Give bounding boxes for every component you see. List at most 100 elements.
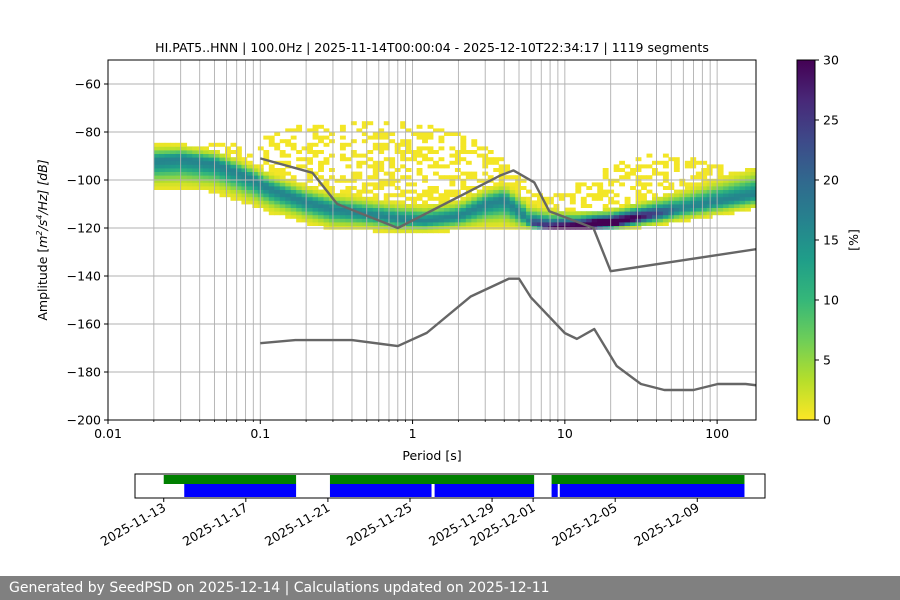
heatmap-cell [411, 200, 417, 205]
heatmap-cell [728, 178, 735, 183]
heatmap-cell [679, 189, 686, 194]
heatmap-cell [405, 211, 412, 216]
heatmap-cell [257, 175, 264, 180]
heatmap-cell [345, 222, 352, 226]
colorbar-tick-label: 20 [823, 173, 839, 188]
heatmap-cell [509, 222, 516, 226]
heatmap-cell [515, 196, 522, 201]
heatmap-cell [383, 218, 390, 223]
heatmap-cell [641, 175, 647, 180]
heatmap-cell [274, 132, 281, 136]
heatmap-cell [372, 186, 379, 190]
heatmap-cell [635, 193, 642, 198]
heatmap-cell [553, 218, 560, 223]
heatmap-cell [279, 193, 286, 198]
heatmap-cell [219, 178, 226, 183]
heatmap-cell [159, 146, 166, 151]
heatmap-cell [389, 218, 396, 223]
heatmap-cell [504, 186, 511, 190]
heatmap-cell [307, 214, 313, 219]
heatmap-cell [460, 204, 467, 208]
heatmap-cell [701, 160, 708, 165]
heatmap-cell [531, 214, 538, 219]
heatmap-cell [246, 196, 253, 201]
heatmap-cell [646, 164, 653, 169]
heatmap-cell [329, 132, 335, 136]
heatmap-cell [208, 189, 215, 194]
heatmap-cell [662, 207, 669, 212]
heatmap-cell [372, 146, 379, 151]
heatmap-cell [203, 175, 209, 180]
heatmap-cell [493, 214, 500, 219]
heatmap-cell [263, 200, 270, 205]
heatmap-cell [558, 193, 565, 198]
heatmap-cell [717, 175, 724, 180]
heatmap-cell [695, 193, 702, 198]
heatmap-cell [531, 218, 538, 223]
heatmap-cell [443, 222, 450, 226]
heatmap-cell [564, 211, 571, 216]
heatmap-cell [613, 178, 620, 183]
heatmap-cell [411, 189, 417, 194]
heatmap-cell [372, 214, 379, 219]
heatmap-cell [750, 204, 756, 208]
heatmap-cell [460, 135, 467, 140]
heatmap-cell [701, 178, 708, 183]
heatmap-cell [214, 164, 220, 169]
heatmap-cell [706, 178, 713, 183]
heatmap-cell [739, 175, 746, 180]
heatmap-cell [504, 182, 511, 187]
heatmap-cell [339, 196, 346, 201]
heatmap-cell [433, 204, 439, 208]
heatmap-cell [268, 196, 275, 201]
heatmap-cell [175, 164, 182, 169]
heatmap-cell [449, 153, 456, 158]
heatmap-cell [378, 200, 385, 205]
footer-banner: Generated by SeedPSD on 2025-12-14 | Cal… [0, 576, 900, 600]
heatmap-cell [646, 211, 653, 216]
heatmap-cell [509, 200, 516, 205]
heatmap-cell [312, 189, 319, 194]
heatmap-cell [252, 178, 259, 183]
heatmap-cell [651, 204, 658, 208]
heatmap-cell [662, 222, 669, 226]
heatmap-cell [290, 182, 297, 187]
heatmap-cell [580, 200, 587, 205]
heatmap-cell [443, 193, 450, 198]
heatmap-cell [597, 193, 604, 198]
heatmap-cell [186, 175, 193, 180]
heatmap-cell [372, 160, 379, 165]
heatmap-cell [734, 171, 740, 176]
heatmap-cell [651, 218, 658, 223]
heatmap-cell [153, 157, 160, 162]
heatmap-cell [219, 175, 226, 180]
heatmap-cell [706, 196, 713, 201]
heatmap-cell [225, 182, 231, 187]
y-tick-label: −200 [67, 413, 101, 428]
heatmap-cell [701, 189, 708, 194]
heatmap-cell [356, 214, 363, 219]
heatmap-cell [635, 168, 642, 172]
heatmap-cell [487, 200, 494, 205]
heatmap-cell [701, 196, 708, 201]
heatmap-cell [498, 218, 505, 223]
heatmap-cell [323, 200, 330, 205]
heatmap-cell [416, 171, 423, 176]
heatmap-cell [449, 132, 456, 136]
heatmap-cell [493, 196, 500, 201]
heatmap-cell [515, 186, 522, 190]
heatmap-cell [646, 153, 653, 158]
timeline-tick-label: 2025-12-09 [631, 500, 701, 549]
heatmap-cell [723, 182, 730, 187]
heatmap-cell [542, 222, 549, 226]
heatmap-cell [728, 207, 735, 212]
heatmap-cell [575, 189, 582, 194]
heatmap-cell [465, 196, 472, 201]
heatmap-cell [159, 160, 166, 165]
heatmap-cell [493, 157, 500, 162]
heatmap-cell [449, 182, 456, 187]
heatmap-cell [427, 207, 434, 212]
heatmap-cell [427, 218, 434, 223]
heatmap-cell [646, 200, 653, 205]
heatmap-cell [526, 196, 532, 201]
